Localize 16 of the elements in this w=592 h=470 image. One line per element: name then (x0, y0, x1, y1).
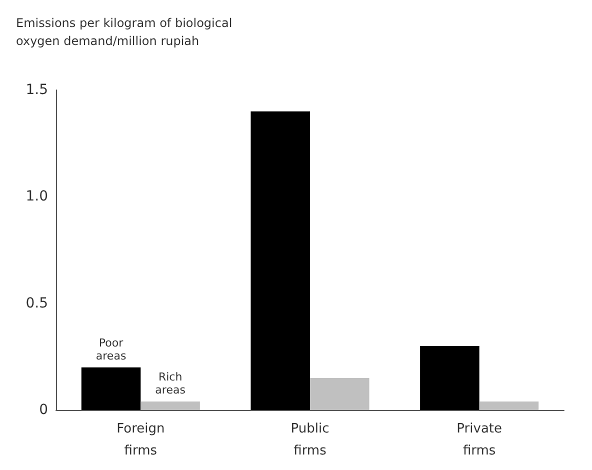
y-tick-label: 0.5 (26, 295, 48, 312)
x-tick-label: Private firms (456, 422, 502, 458)
x-tick-label: Public firms (290, 422, 330, 458)
series-label: Rich areas (155, 370, 186, 396)
bar (250, 111, 310, 410)
bar (420, 346, 480, 410)
y-axis-title: Emissions per kilogram of biological oxygen demand/million rupiah (16, 16, 236, 48)
series-label: Poor areas (96, 336, 126, 362)
bar (140, 401, 200, 410)
bar (479, 401, 539, 410)
y-tick-label: 1.5 (26, 82, 48, 98)
y-tick-label: 1.0 (26, 188, 48, 205)
x-tick-label: Foreign firms (116, 422, 165, 458)
bar (81, 367, 141, 410)
y-tick-label: 0 (39, 402, 48, 418)
bar (310, 378, 370, 410)
